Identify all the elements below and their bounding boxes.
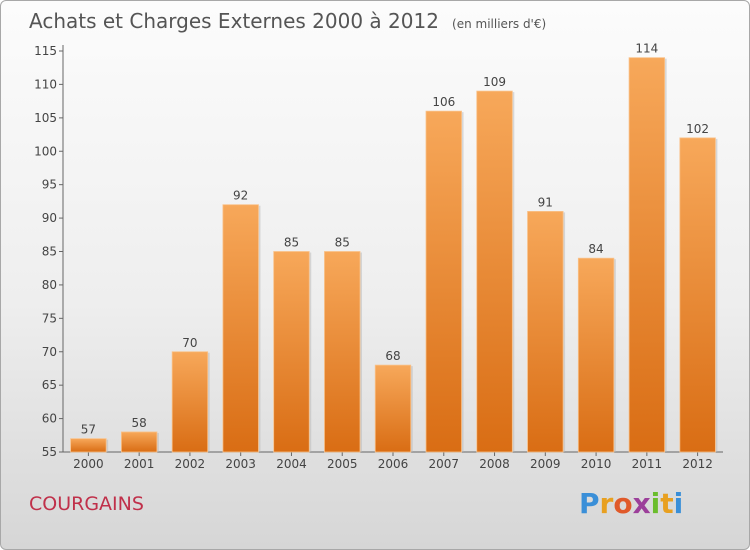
- y-tick-label: 115: [34, 44, 57, 58]
- data-label-2000: 57: [81, 423, 96, 437]
- bar-2006: [374, 364, 412, 453]
- data-label-2002: 70: [182, 336, 197, 350]
- y-tick-label: 55: [42, 445, 57, 459]
- y-tick-label: 85: [42, 245, 57, 259]
- y-tick-label: 95: [42, 178, 57, 192]
- chart-unit-label: (en milliers d'€): [452, 17, 547, 31]
- bar-2003: [222, 204, 259, 453]
- chart-title-block: Achats et Charges Externes 2000 à 2012 (…: [29, 9, 546, 33]
- chart-title: Achats et Charges Externes 2000 à 2012: [29, 9, 439, 33]
- data-label-2001: 58: [132, 416, 147, 430]
- y-tick-label: 110: [34, 77, 57, 91]
- x-tick-label-2000: 2000: [73, 457, 104, 471]
- x-tick-label-2005: 2005: [327, 457, 358, 471]
- bar-2005: [324, 251, 361, 453]
- y-tick-label: 65: [42, 378, 57, 392]
- data-label-2010: 84: [588, 242, 603, 256]
- data-label-2011: 114: [635, 42, 658, 56]
- data-label-2009: 91: [538, 195, 553, 209]
- data-label-2003: 92: [233, 189, 248, 203]
- data-label-2006: 68: [385, 349, 400, 363]
- x-tick-label-2007: 2007: [428, 457, 459, 471]
- x-tick-label-2012: 2012: [682, 457, 713, 471]
- data-label-2008: 109: [483, 75, 506, 89]
- y-tick-label: 90: [42, 211, 57, 225]
- town-name: COURGAINS: [29, 493, 144, 515]
- y-tick-label: 105: [34, 111, 57, 125]
- y-tick-label: 75: [42, 311, 57, 325]
- x-tick-label-2004: 2004: [276, 457, 307, 471]
- x-tick-label-2010: 2010: [581, 457, 612, 471]
- data-label-2004: 85: [284, 236, 299, 250]
- x-tick-label-2011: 2011: [632, 457, 663, 471]
- x-axis: 2000 2001 2002 2003 2004 2005 2006 2007 2008 2009…: [63, 451, 723, 471]
- y-axis: 55 60 65 70 75 80 85 90 95 100 105 110 115: [34, 44, 64, 459]
- bar-2002: [171, 351, 209, 453]
- data-label-2007: 106: [432, 95, 455, 109]
- y-tick-label: 80: [42, 278, 57, 292]
- x-tick-label-2002: 2002: [175, 457, 206, 471]
- y-tick-label: 100: [34, 144, 57, 158]
- proxiti-logo: Proxiti: [579, 487, 684, 520]
- data-label-2012: 102: [686, 122, 709, 136]
- x-tick-label-2006: 2006: [378, 457, 409, 471]
- bar-2011: [628, 57, 666, 453]
- bar-2010: [577, 257, 615, 453]
- y-tick-label: 60: [42, 412, 57, 426]
- x-tick-label-2008: 2008: [479, 457, 510, 471]
- x-tick-label-2003: 2003: [225, 457, 256, 471]
- bar-2009: [527, 210, 564, 453]
- bar-2008: [476, 90, 513, 453]
- bar-2000: [70, 438, 107, 453]
- bars: 57 58 70 92 85 85 68 106 109 91 84 114 102: [70, 42, 718, 453]
- x-tick-label-2009: 2009: [530, 457, 561, 471]
- data-label-2005: 85: [335, 236, 350, 250]
- bar-2004: [273, 251, 310, 453]
- x-tick-label-2001: 2001: [124, 457, 155, 471]
- bar-2001: [120, 431, 158, 453]
- bar-2012: [679, 137, 716, 453]
- y-tick-label: 70: [42, 345, 57, 359]
- bar-2007: [425, 110, 462, 453]
